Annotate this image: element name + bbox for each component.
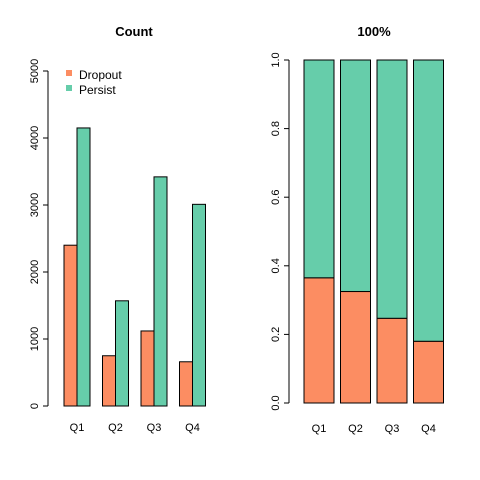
percent-y-axis: 0.0 0.2 0.4 0.6 0.8 1.0: [270, 52, 290, 411]
count-bars: [63, 127, 206, 407]
percent-y-tick-label: 0.6: [270, 190, 282, 205]
percent-bar-dropout-q2: [340, 291, 371, 404]
percent-bar-dropout-q1: [303, 277, 335, 404]
count-y-tick-label: 4000: [29, 126, 41, 150]
percent-y-tick-label: 0.4: [270, 258, 282, 273]
count-y-axis: 0 1000 2000 3000 4000 5000: [29, 59, 49, 409]
legend-swatch-persist: [66, 85, 72, 91]
percent-bar-persist-q2: [340, 59, 371, 293]
count-bar-persist-q1: [76, 127, 91, 407]
count-bar-persist-q3: [153, 176, 168, 407]
percent-panel: 100% 0.0 0.2 0.4 0.6 0.8 1.0 Q1 Q2 Q3 Q4: [270, 24, 444, 435]
count-bar-dropout-q2: [102, 355, 116, 407]
count-bar-dropout-q1: [63, 244, 78, 407]
count-chart-title: Count: [115, 24, 153, 39]
percent-x-label-q2: Q2: [348, 423, 363, 435]
count-y-tick-label: 0: [29, 403, 41, 409]
count-bar-persist-q2: [115, 300, 129, 407]
percent-bar-persist-q3: [376, 59, 408, 319]
count-bar-dropout-q3: [140, 330, 155, 407]
percent-bar-dropout-q3: [376, 317, 408, 404]
percent-x-label-q3: Q3: [385, 423, 400, 435]
count-y-tick-label: 3000: [29, 193, 41, 217]
percent-x-label-q4: Q4: [421, 423, 436, 435]
percent-chart-title: 100%: [357, 24, 391, 39]
percent-y-tick-label: 0.0: [270, 395, 282, 410]
legend-swatch-dropout: [66, 70, 72, 76]
count-y-tick-label: 5000: [29, 59, 41, 83]
count-panel: Count 0 1000 2000 3000 4000 5000 Q1 Q2 Q3 Q4 Dro…: [29, 24, 206, 434]
legend-label-persist: Persist: [79, 83, 116, 97]
percent-y-tick-label: 1.0: [270, 52, 282, 67]
percent-bar-persist-q4: [413, 59, 444, 342]
legend: Dropout Persist: [66, 68, 122, 97]
percent-x-label-q1: Q1: [312, 423, 327, 435]
count-y-tick-label: 2000: [29, 260, 41, 284]
count-y-tick-label: 1000: [29, 327, 41, 351]
count-x-label-q1: Q1: [70, 422, 85, 434]
count-x-label-q2: Q2: [108, 422, 123, 434]
percent-bars: [303, 59, 444, 404]
percent-y-tick-label: 0.8: [270, 121, 282, 136]
count-x-label-q3: Q3: [147, 422, 162, 434]
count-x-label-q4: Q4: [185, 422, 200, 434]
count-bar-dropout-q4: [179, 361, 193, 407]
percent-bar-persist-q1: [303, 59, 335, 279]
percent-y-tick-label: 0.2: [270, 327, 282, 342]
count-x-axis-labels: Q1 Q2 Q3 Q4: [70, 422, 200, 434]
count-bar-persist-q4: [192, 203, 206, 407]
percent-x-axis-labels: Q1 Q2 Q3 Q4: [312, 423, 436, 435]
legend-label-dropout: Dropout: [79, 68, 122, 82]
percent-bar-dropout-q4: [413, 340, 444, 404]
